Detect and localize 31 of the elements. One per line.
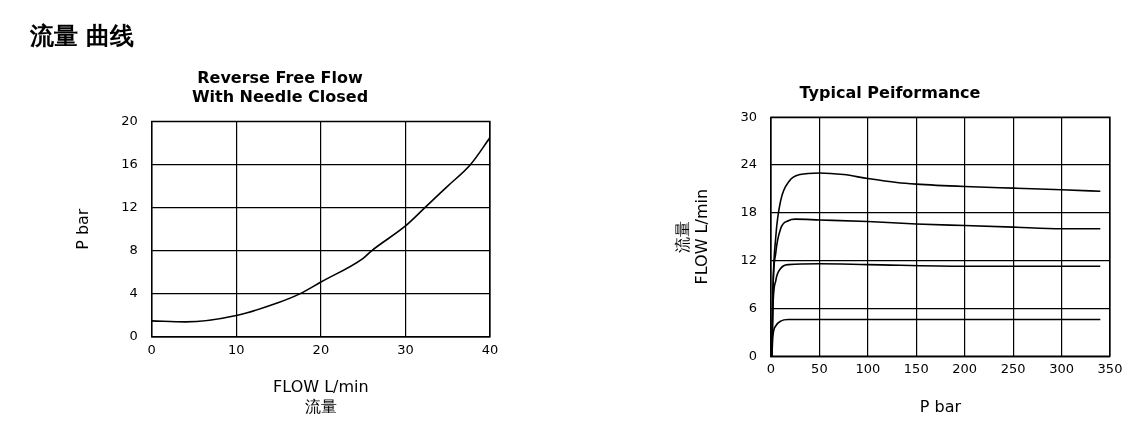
x-tick-label: 10 <box>228 342 245 358</box>
x-tick-label: 20 <box>312 342 330 358</box>
y-tick-label: 6 <box>748 299 757 315</box>
y-tick-label: 12 <box>121 199 138 215</box>
x-tick-label: 100 <box>855 361 881 377</box>
x-tick-label: 200 <box>952 361 978 377</box>
x-tick-label: 350 <box>1097 361 1123 377</box>
y-tick-label: 16 <box>121 155 138 171</box>
x-tick-label: 300 <box>1049 361 1074 377</box>
y-tick-label: 8 <box>129 242 138 258</box>
x-tick-label: 30 <box>397 342 414 358</box>
x-axis-title: P bar <box>919 396 962 416</box>
x-tick-label: 250 <box>1000 361 1026 377</box>
x-tick-label: 0 <box>147 342 156 358</box>
x-tick-label: 0 <box>766 361 776 377</box>
y-tick-label: 12 <box>740 251 757 267</box>
y-tick-label: 0 <box>129 328 138 344</box>
chart-title: Reverse Free Flow With Needle Closed <box>191 67 369 106</box>
text: 流量 曲线 <box>30 21 135 52</box>
chart-title: Typical Peiformance <box>799 82 981 102</box>
y-axis-title: P bar <box>72 208 92 250</box>
x-tick-label: 50 <box>811 361 828 377</box>
x-axis-title: FLOW L/min 流量 <box>273 377 369 416</box>
x-tick-label: 150 <box>903 361 929 377</box>
y-tick-label: 4 <box>129 285 138 301</box>
y-axis-title: 流量 FLOW L/min <box>672 188 711 285</box>
x-tick-label: 40 <box>481 342 499 358</box>
y-tick-label: 18 <box>740 204 757 220</box>
y-tick-label: 24 <box>740 156 757 172</box>
y-tick-label: 30 <box>740 108 757 124</box>
y-tick-label: 20 <box>121 112 138 128</box>
